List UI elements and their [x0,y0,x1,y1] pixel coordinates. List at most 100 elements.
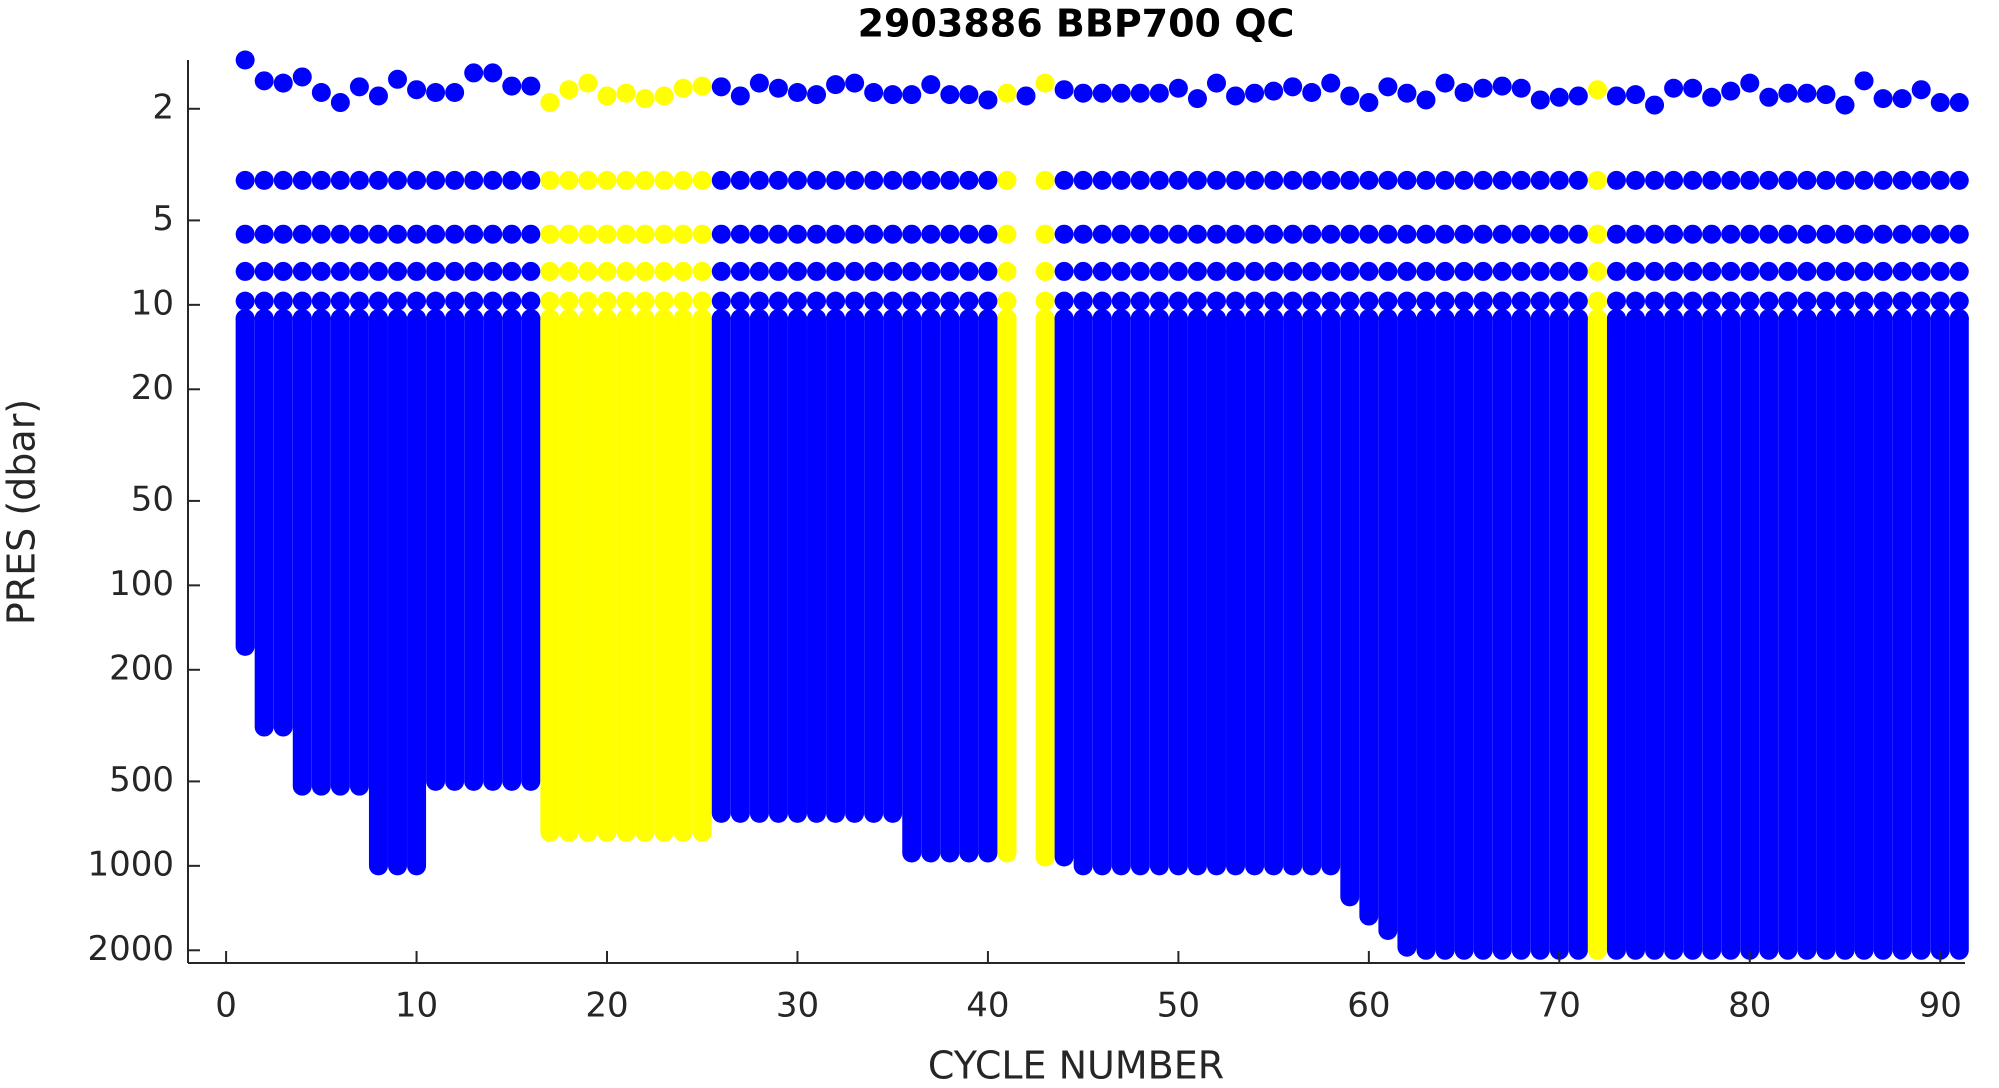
level-point [330,291,350,311]
level-point [1492,261,1512,281]
level-point [1321,291,1341,311]
y-tick-label: 200 [109,648,174,688]
level-point [921,170,941,190]
y-tick-label: 100 [109,564,174,604]
surface-point [464,63,484,83]
level-point [1473,291,1493,311]
level-point [426,309,446,329]
y-tick-label: 2000 [87,929,174,969]
level-point [807,291,827,311]
surface-point [368,86,388,106]
level-point [311,309,331,329]
level-point [311,261,331,281]
level-point [1397,170,1417,190]
level-point [1797,224,1817,244]
level-point [673,309,693,329]
level-point [997,261,1017,281]
level-point [1130,224,1150,244]
level-point [1092,170,1112,190]
profile-column [864,309,884,823]
level-point [254,224,274,244]
level-point [1302,261,1322,281]
surface-point [1073,83,1093,103]
level-point [1683,309,1703,329]
level-point [368,170,388,190]
profile-column [1549,309,1569,960]
surface-point [1645,95,1665,115]
level-point [1645,170,1665,190]
level-point [1359,261,1379,281]
level-point [1854,170,1874,190]
level-point [540,291,560,311]
level-point [1530,170,1550,190]
level-point [959,224,979,244]
level-point [521,224,541,244]
surface-point [883,85,903,105]
profile-column [540,309,560,842]
level-point [349,261,369,281]
surface-point [1587,80,1607,100]
profile-column [711,309,731,823]
level-point [521,291,541,311]
level-point [864,291,884,311]
level-point [349,170,369,190]
surface-point [749,73,769,93]
level-point [388,170,408,190]
level-point [1759,224,1779,244]
level-point [1664,224,1684,244]
level-point [730,261,750,281]
level-point [273,224,293,244]
level-point [1073,309,1093,329]
level-point [1454,170,1474,190]
level-point [997,309,1017,329]
surface-point [1092,83,1112,103]
profile-column [1226,309,1246,876]
profile-column [483,309,503,791]
level-point [902,291,922,311]
level-point [749,170,769,190]
surface-point [388,69,408,89]
level-point [540,261,560,281]
level-point [1911,309,1931,329]
level-point [1054,261,1074,281]
y-axis-label: PRES (dbar) [0,399,44,625]
level-point [1721,224,1741,244]
level-point [483,291,503,311]
level-point [1606,309,1626,329]
surface-point [292,67,312,87]
level-point [1797,309,1817,329]
level-point [1549,309,1569,329]
level-point [902,170,922,190]
level-point [445,261,465,281]
level-point [807,170,827,190]
level-point [292,224,312,244]
level-point [1930,309,1950,329]
level-point [1664,291,1684,311]
level-point [902,224,922,244]
surface-point [1340,86,1360,106]
level-point [654,224,674,244]
level-point [1283,170,1303,190]
level-point [1378,309,1398,329]
level-point [921,261,941,281]
surface-point [692,76,712,96]
profile-column [1568,309,1588,960]
profile-column [787,309,807,823]
level-point [845,261,865,281]
level-point [292,291,312,311]
level-point [635,224,655,244]
profile-column [1054,309,1074,867]
profile-column [1683,309,1703,960]
level-point [1149,170,1169,190]
level-point [1264,309,1284,329]
level-point [654,309,674,329]
level-point [1587,170,1607,190]
level-point [1302,309,1322,329]
level-point [1511,224,1531,244]
level-point [1092,309,1112,329]
level-point [1073,170,1093,190]
profile-column [1530,309,1550,960]
level-point [1149,291,1169,311]
profile-column [1397,309,1417,957]
level-point [1759,261,1779,281]
